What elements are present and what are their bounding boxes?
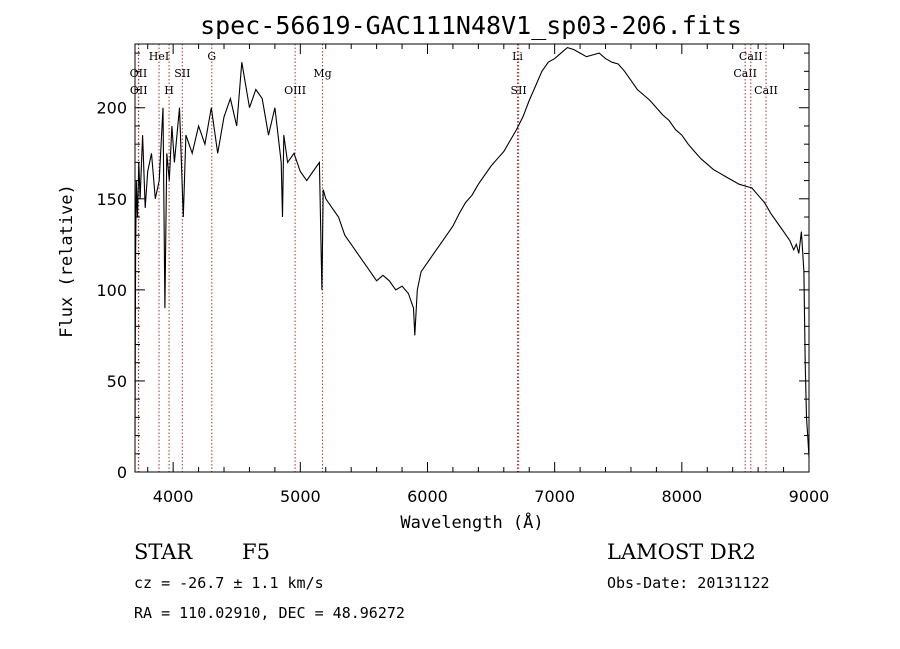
plot-frame <box>134 43 810 473</box>
x-axis-label: Wavelength (Å) <box>400 511 543 533</box>
spectral-line-label: CaII <box>739 50 763 63</box>
spectral-line-label: HeI <box>149 50 169 63</box>
x-tick-label: 6000 <box>407 487 448 506</box>
y-tick-label: 150 <box>96 190 127 209</box>
y-axis-label: Flux (relative) <box>57 184 77 338</box>
spectral-line-label: H <box>164 84 174 97</box>
x-tick-label: 9000 <box>789 487 830 506</box>
spectral-line-label: Li <box>512 50 523 63</box>
spectral-line-label: CaII <box>733 67 757 80</box>
axis-ticks: 4000 5000 6000 7000 8000 9000 0 50 100 150 200 <box>96 44 829 506</box>
x-tick-label: 7000 <box>534 487 575 506</box>
y-tick-label: 50 <box>107 372 127 391</box>
spectral-line-label: G <box>207 50 216 63</box>
survey-name: LAMOST DR2 <box>607 540 756 564</box>
observation-date: Obs-Date: 20131122 <box>607 574 770 592</box>
y-tick-label: 0 <box>117 463 127 482</box>
spectral-line-label: SII <box>511 84 527 97</box>
spectral-line-label: OII <box>130 84 148 97</box>
spectral-line-label: OIII <box>284 84 306 97</box>
x-tick-label: 4000 <box>153 487 194 506</box>
y-tick-label: 100 <box>96 281 127 300</box>
x-tick-label: 5000 <box>280 487 321 506</box>
object-subclass: F5 <box>242 540 270 564</box>
spectral-line-label: SII <box>174 67 190 80</box>
redshift-value: cz = -26.7 ± 1.1 km/s <box>134 574 324 592</box>
x-tick-label: 8000 <box>661 487 702 506</box>
spectrum-line <box>134 46 810 458</box>
chart-title: spec-56619-GAC111N48V1_sp03-206.fits <box>200 11 742 40</box>
spectral-line-label: CaII <box>754 84 778 97</box>
y-tick-label: 200 <box>96 99 127 118</box>
spectral-line-label: Mg <box>313 67 331 80</box>
coordinates: RA = 110.02910, DEC = 48.96272 <box>134 604 405 622</box>
object-class: STAR <box>134 540 193 564</box>
